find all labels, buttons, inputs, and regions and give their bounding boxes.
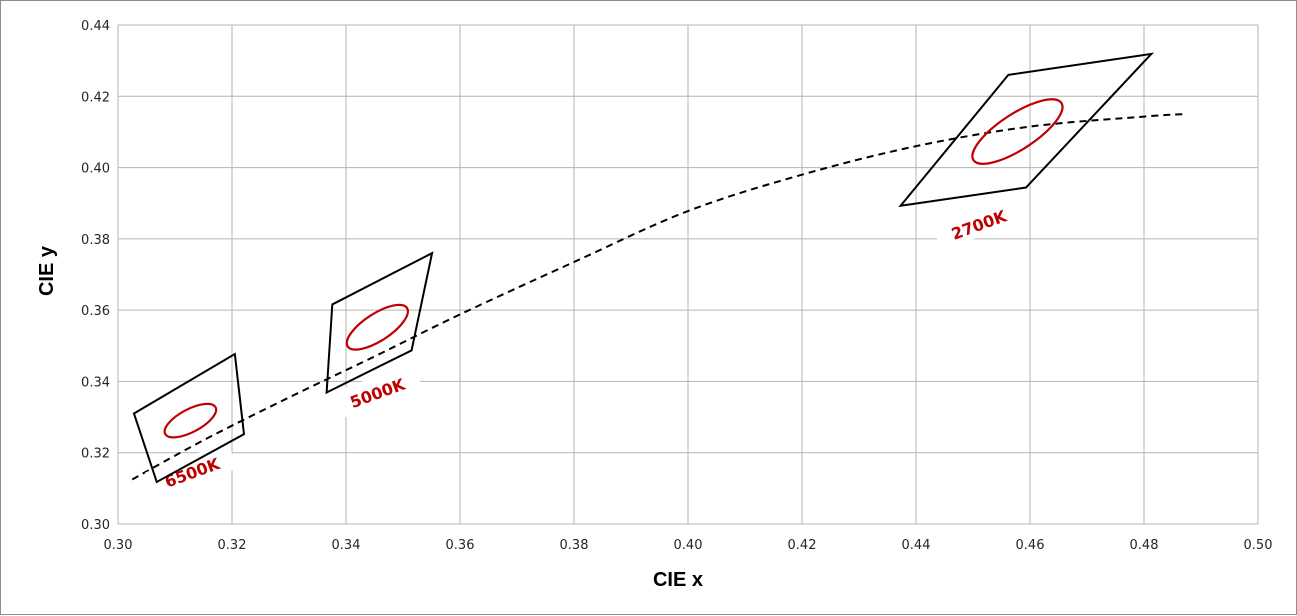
x-tick-label: 0.46 <box>1016 538 1045 553</box>
cct-label-group: 6500K <box>145 442 238 499</box>
ansi-quadrangle <box>132 352 246 484</box>
x-tick-label: 0.48 <box>1130 538 1159 553</box>
ansi-quadrangle <box>898 52 1155 208</box>
x-tick-label: 0.38 <box>560 538 589 553</box>
quadrangles <box>132 52 1155 484</box>
x-tick-label: 0.42 <box>788 538 817 553</box>
planckian-locus <box>131 113 1184 481</box>
macadam-ellipses <box>163 98 1064 439</box>
x-tick-labels: 0.30 0.32 0.34 0.36 0.38 0.40 0.42 0.44 0.46 0.48… <box>104 538 1273 553</box>
x-tick-label: 0.36 <box>446 538 475 553</box>
x-tick-label: 0.34 <box>332 538 361 553</box>
cct-label-background <box>931 194 1025 251</box>
cct-label-background <box>145 442 238 499</box>
macadam-ellipse <box>345 303 409 351</box>
x-axis-title: CIE x <box>653 569 703 591</box>
cct-label-background <box>330 362 423 420</box>
x-tick-label: 0.44 <box>902 538 931 553</box>
macadam-ellipse <box>971 98 1064 165</box>
grid <box>117 24 1259 525</box>
y-tick-label: 0.30 <box>81 518 110 533</box>
y-tick-label: 0.44 <box>81 19 110 34</box>
macadam-ellipse <box>163 402 218 439</box>
planckian-locus-line <box>131 113 1184 481</box>
y-tick-label: 0.42 <box>81 90 110 105</box>
ansi-quadrangle <box>325 251 434 395</box>
y-tick-label: 0.32 <box>81 447 110 462</box>
cct-label-group: 2700K <box>931 194 1025 251</box>
y-tick-label: 0.38 <box>81 233 110 248</box>
x-tick-label: 0.30 <box>104 538 133 553</box>
y-tick-label: 0.36 <box>81 304 110 319</box>
x-tick-label: 0.40 <box>674 538 703 553</box>
x-tick-label: 0.50 <box>1244 538 1273 553</box>
y-axis-title: CIE y <box>36 245 58 296</box>
x-tick-label: 0.32 <box>218 538 247 553</box>
cct-label-group: 5000K <box>330 362 423 420</box>
y-tick-label: 0.40 <box>81 162 110 177</box>
y-tick-label: 0.34 <box>81 375 110 390</box>
y-tick-labels: 0.30 0.32 0.34 0.36 0.38 0.40 0.42 0.44 <box>81 19 110 533</box>
